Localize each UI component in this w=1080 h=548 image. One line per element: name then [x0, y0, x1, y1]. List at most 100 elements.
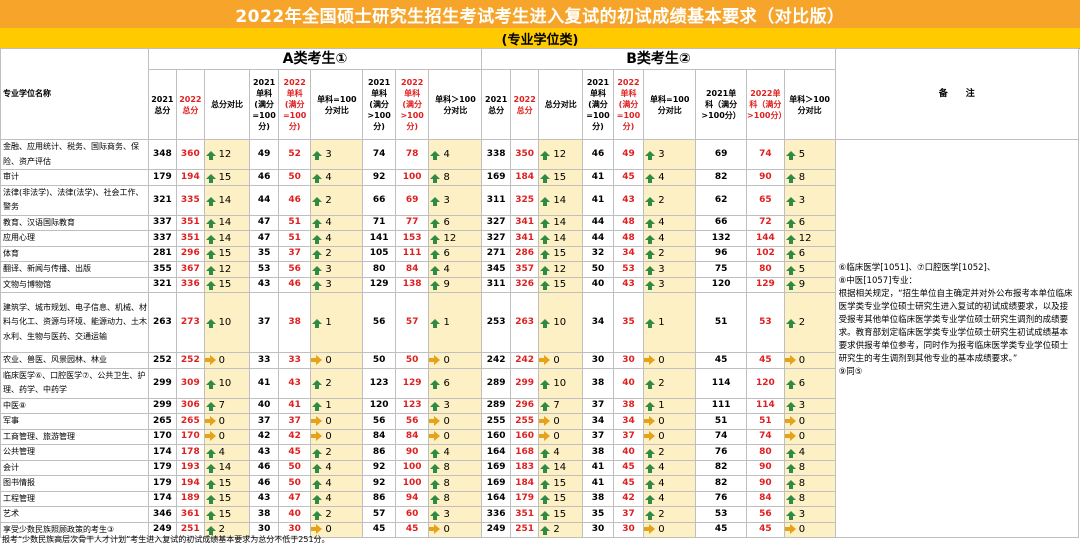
arrow-up-icon: [205, 495, 216, 505]
b-curr-value: 48: [612, 230, 645, 247]
arrow-up-icon: [540, 219, 551, 229]
b-diff-value: 0: [553, 415, 560, 427]
arrow-right-icon: [311, 524, 323, 535]
remarks-cell: ⑥临床医学[1051]、⑦口腔医学[1052]、 ⑧中医[1057]专业： 根据相关…: [834, 139, 1080, 538]
b-prev-value: 311: [481, 184, 511, 216]
b-diff-cell: 0: [643, 428, 697, 445]
b-diff-cell: 15: [538, 169, 584, 186]
a-diff-cell: 10: [203, 292, 251, 353]
b-curr-value: 30: [612, 352, 645, 369]
b-prev-value: 41: [582, 169, 614, 186]
a-curr-value: 51: [277, 230, 312, 247]
arrow-up-icon: [645, 265, 656, 275]
arrow-right-icon: [429, 415, 441, 426]
b-curr-value: 341: [509, 214, 540, 231]
b-prev-value: 120: [695, 276, 748, 293]
a-diff-cell: 0: [428, 413, 483, 430]
score-table: 专业学位名称 A类考生① B类考生② 备 注 2021 总分 2022 总分 总分对…: [0, 48, 1080, 538]
a-diff-cell: 14: [203, 230, 251, 247]
a-col-header-8: 单科＞100 分对比: [428, 69, 483, 140]
arrow-up-icon: [430, 479, 441, 489]
b-prev-value: 327: [481, 230, 511, 247]
arrow-right-icon: [205, 354, 216, 365]
remark-line: ⑨同⑤: [838, 367, 863, 377]
b-diff-value: 15: [553, 279, 567, 291]
a-diff-value: 3: [325, 263, 332, 275]
a-curr-value: 46: [277, 276, 312, 293]
b-curr-value: 350: [509, 139, 540, 170]
a-diff-cell: 12: [203, 261, 251, 278]
remarks-header: 备 注: [834, 48, 1080, 140]
arrow-right-icon: [644, 354, 656, 365]
b-diff-value: 6: [798, 377, 806, 389]
a-diff-cell: 6: [428, 367, 483, 399]
arrow-up-icon: [430, 234, 441, 244]
b-diff-cell: 3: [643, 276, 697, 293]
b-curr-value: 43: [612, 184, 645, 216]
arrow-up-icon: [785, 464, 796, 474]
a-prev-value: 129: [362, 276, 396, 293]
a-prev-value: 141: [362, 230, 396, 247]
b-diff-value: 5: [798, 149, 806, 160]
arrow-up-icon: [540, 319, 551, 328]
a-diff-value: 15: [218, 508, 232, 520]
b-prev-value: 44: [582, 214, 614, 231]
arrow-right-icon: [785, 524, 796, 535]
b-prev-value: 111: [695, 397, 748, 414]
b-col-header-2: 总分对比: [538, 69, 584, 140]
a-diff-cell: 6: [428, 214, 483, 231]
a-curr-value: 100: [394, 459, 430, 476]
arrow-up-icon: [205, 319, 216, 328]
arrow-up-icon: [540, 379, 551, 389]
table-row: 翻译、新闻与传播、出版 355 367 12 53 56 3 80 84 4 345 357 12 50 5…: [0, 261, 1079, 278]
a-prev-value: 47: [249, 230, 279, 247]
arrow-up-icon: [540, 479, 551, 489]
a-curr-value: 78: [394, 139, 430, 170]
b-diff-cell: 3: [783, 184, 836, 216]
row-name: 体育: [0, 245, 149, 262]
b-diff-cell: 15: [538, 506, 584, 523]
row-name: 会计: [0, 459, 149, 476]
a-diff-value: 14: [218, 194, 232, 206]
b-prev-value: 336: [481, 506, 511, 523]
b-diff-value: 8: [798, 477, 806, 489]
b-curr-value: 90: [746, 459, 785, 476]
arrow-up-icon: [645, 479, 656, 489]
b-diff-cell: 4: [538, 444, 584, 461]
b-curr-value: 45: [612, 475, 645, 492]
arrow-up-icon: [540, 281, 551, 291]
b-curr-value: 263: [509, 292, 540, 353]
a-diff-cell: 4: [310, 214, 364, 231]
arrow-up-icon: [785, 402, 796, 412]
a-diff-value: 14: [218, 232, 232, 244]
b-prev-value: 41: [582, 184, 614, 216]
a-curr-value: 84: [394, 428, 430, 445]
a-diff-value: 8: [443, 462, 450, 474]
a-prev-value: 321: [147, 276, 178, 293]
row-name: 公共管理: [0, 444, 149, 461]
arrow-up-icon: [785, 196, 796, 206]
b-diff-cell: 5: [783, 139, 836, 170]
b-curr-value: 45: [746, 352, 785, 369]
b-prev-value: 169: [481, 459, 511, 476]
a-prev-value: 92: [362, 475, 396, 492]
b-curr-value: 38: [612, 397, 645, 414]
row-name: 应用心理: [0, 230, 149, 247]
table-row: 文物与博物馆 321 336 15 43 46 3 129 138 9 311 326 15 40 43 3 1…: [0, 276, 1079, 293]
b-curr-value: 168: [509, 444, 540, 461]
row-name: 法律(非法学)、法律(法学)、社会工作、警务: [0, 184, 149, 216]
arrow-up-icon: [205, 219, 216, 229]
b-prev-value: 289: [481, 367, 511, 399]
a-prev-value: 74: [362, 139, 396, 170]
a-prev-value: 46: [249, 169, 279, 186]
b-prev-value: 51: [695, 413, 748, 430]
a-prev-value: 43: [249, 490, 279, 507]
a-prev-value: 263: [147, 292, 178, 353]
table-row: 工商管理、旅游管理 170 170 0 42 42 0 84 84 0 160 160 0 37 37 0 74…: [0, 428, 1079, 445]
a-diff-cell: 3: [310, 261, 364, 278]
b-diff-value: 0: [658, 415, 665, 427]
a-curr-value: 33: [277, 352, 312, 369]
b-diff-cell: 1: [643, 292, 697, 353]
a-diff-value: 0: [325, 354, 332, 366]
arrow-up-icon: [312, 196, 323, 206]
